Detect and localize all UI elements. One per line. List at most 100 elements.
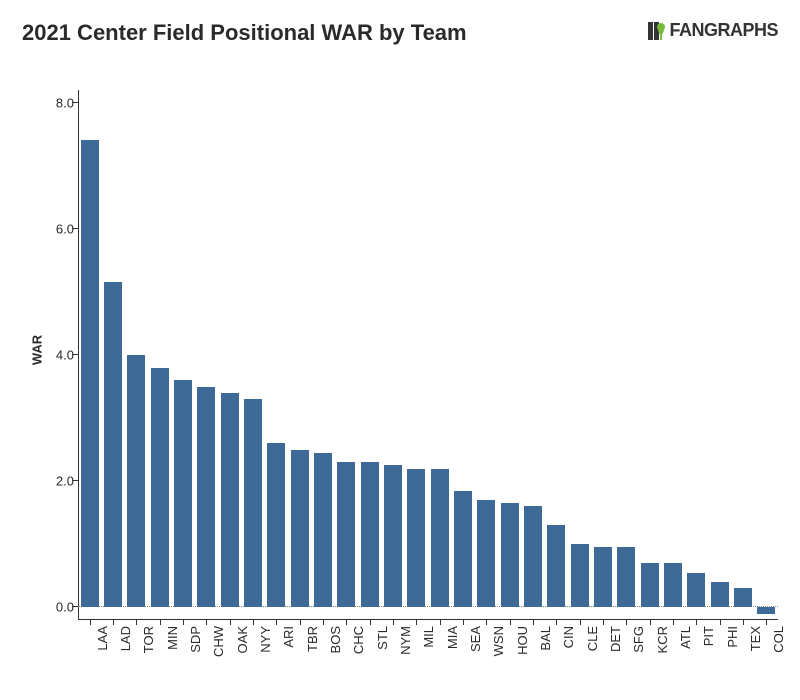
x-tick-label: SDP bbox=[188, 626, 203, 653]
x-tick-mark bbox=[113, 620, 114, 625]
bar bbox=[81, 140, 99, 607]
y-tick-mark bbox=[72, 606, 78, 607]
x-tick-label: SEA bbox=[468, 626, 483, 652]
x-tick-label: CLE bbox=[585, 626, 600, 651]
x-tick-mark bbox=[183, 620, 184, 625]
x-tick-mark bbox=[650, 620, 651, 625]
x-tick-mark bbox=[580, 620, 581, 625]
y-tick-mark bbox=[72, 228, 78, 229]
bar bbox=[547, 525, 565, 607]
y-tick-label: 6.0 bbox=[34, 221, 74, 236]
x-tick-label: TOR bbox=[141, 626, 156, 653]
y-tick-label: 8.0 bbox=[34, 95, 74, 110]
header: 2021 Center Field Positional WAR by Team… bbox=[22, 20, 778, 46]
x-tick-label: TEX bbox=[748, 626, 763, 651]
x-tick-label: PIT bbox=[701, 626, 716, 646]
x-tick-mark bbox=[696, 620, 697, 625]
x-tick-label: MIN bbox=[165, 626, 180, 650]
x-axis-labels: LAALADTORMINSDPCHWOAKNYYARITBRBOSCHCSTLN… bbox=[78, 620, 778, 690]
x-tick-mark bbox=[510, 620, 511, 625]
x-tick-label: ARI bbox=[281, 626, 296, 648]
x-tick-label: CHW bbox=[211, 626, 226, 657]
page-title: 2021 Center Field Positional WAR by Team bbox=[22, 20, 467, 46]
bar bbox=[757, 607, 775, 613]
bar bbox=[291, 450, 309, 608]
x-tick-label: DET bbox=[608, 626, 623, 652]
x-tick-mark bbox=[766, 620, 767, 625]
x-tick-mark bbox=[720, 620, 721, 625]
fangraphs-logo-text: FANGRAPHS bbox=[669, 20, 778, 41]
x-tick-mark bbox=[743, 620, 744, 625]
bars-group bbox=[78, 90, 778, 620]
x-tick-label: BAL bbox=[538, 626, 553, 651]
bar bbox=[174, 380, 192, 607]
x-tick-mark bbox=[206, 620, 207, 625]
x-tick-label: OAK bbox=[235, 626, 250, 653]
chart-area: 0.02.04.06.08.0 bbox=[78, 90, 778, 620]
x-tick-label: NYY bbox=[258, 626, 273, 653]
bar bbox=[337, 462, 355, 607]
bar bbox=[151, 368, 169, 608]
x-tick-mark bbox=[486, 620, 487, 625]
x-tick-label: STL bbox=[375, 626, 390, 650]
bar bbox=[454, 491, 472, 608]
bar bbox=[314, 453, 332, 608]
y-tick-label: 0.0 bbox=[34, 600, 74, 615]
x-tick-mark bbox=[463, 620, 464, 625]
bar bbox=[244, 399, 262, 607]
bar bbox=[687, 573, 705, 608]
y-tick-label: 4.0 bbox=[34, 348, 74, 363]
x-tick-mark bbox=[253, 620, 254, 625]
bar bbox=[477, 500, 495, 607]
fangraphs-icon bbox=[647, 21, 667, 41]
x-tick-label: CIN bbox=[561, 626, 576, 648]
x-tick-mark bbox=[440, 620, 441, 625]
bar bbox=[501, 503, 519, 607]
plot-region: 0.02.04.06.08.0 bbox=[78, 90, 778, 620]
bar bbox=[384, 465, 402, 607]
x-tick-mark bbox=[370, 620, 371, 625]
bar bbox=[221, 393, 239, 608]
bar bbox=[407, 469, 425, 608]
bar bbox=[594, 547, 612, 607]
bar bbox=[617, 547, 635, 607]
bar bbox=[104, 282, 122, 607]
x-tick-label: KCR bbox=[655, 626, 670, 653]
x-tick-mark bbox=[230, 620, 231, 625]
x-tick-label: LAA bbox=[95, 626, 110, 651]
x-tick-label: NYM bbox=[398, 626, 413, 655]
bar bbox=[524, 506, 542, 607]
bar bbox=[127, 355, 145, 607]
bar bbox=[197, 387, 215, 608]
x-tick-mark bbox=[300, 620, 301, 625]
y-tick-mark bbox=[72, 102, 78, 103]
x-tick-mark bbox=[323, 620, 324, 625]
x-tick-label: MIA bbox=[445, 626, 460, 649]
x-tick-mark bbox=[626, 620, 627, 625]
x-tick-mark bbox=[603, 620, 604, 625]
x-tick-label: PHI bbox=[725, 626, 740, 648]
bar bbox=[664, 563, 682, 607]
bar bbox=[571, 544, 589, 607]
bar bbox=[431, 469, 449, 608]
x-tick-mark bbox=[136, 620, 137, 625]
chart-container: 2021 Center Field Positional WAR by Team… bbox=[0, 0, 800, 700]
y-tick-label: 2.0 bbox=[34, 474, 74, 489]
fangraphs-logo: FANGRAPHS bbox=[647, 20, 778, 41]
x-tick-mark bbox=[160, 620, 161, 625]
x-tick-mark bbox=[276, 620, 277, 625]
x-tick-label: WSN bbox=[491, 626, 506, 656]
x-tick-mark bbox=[393, 620, 394, 625]
bar bbox=[641, 563, 659, 607]
bar bbox=[267, 443, 285, 607]
x-tick-label: MIL bbox=[421, 626, 436, 648]
x-tick-label: LAD bbox=[118, 626, 133, 651]
x-tick-mark bbox=[556, 620, 557, 625]
y-tick-mark bbox=[72, 480, 78, 481]
x-tick-mark bbox=[90, 620, 91, 625]
y-tick-mark bbox=[72, 354, 78, 355]
x-tick-mark bbox=[533, 620, 534, 625]
x-tick-mark bbox=[416, 620, 417, 625]
bar bbox=[711, 582, 729, 607]
x-tick-label: SFG bbox=[631, 626, 646, 653]
